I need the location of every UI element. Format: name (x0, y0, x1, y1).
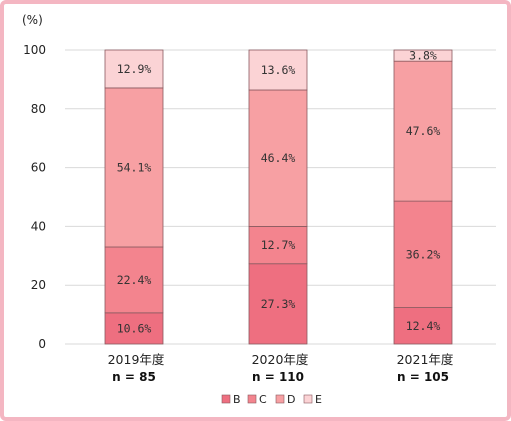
bar-segment-b (104, 312, 164, 345)
data-label: 46.4% (261, 151, 296, 165)
x-category-label: 2019年度 (108, 352, 165, 367)
y-tick-label: 60 (31, 161, 46, 175)
legend-label-e: E (315, 393, 322, 406)
legend-swatch-b (221, 394, 231, 404)
legend-swatch-c (247, 394, 257, 404)
sample-size-label: n = 110 (252, 370, 304, 384)
data-label: 27.3% (261, 297, 296, 311)
legend-swatch-e (303, 394, 313, 404)
y-axis: 0 20 40 60 80 100 (23, 43, 46, 351)
bars: 10.6% 22.4% 54.1% 12.9% 27.3% 12.7% 46.4% 13.6%… (104, 49, 453, 345)
data-label: 12.4% (406, 319, 441, 333)
sample-size-label: n = 85 (112, 370, 156, 384)
unit-label: (%) (22, 13, 43, 27)
y-tick-label: 0 (38, 337, 46, 351)
y-tick-label: 100 (23, 43, 46, 57)
bar-segment-d (248, 89, 308, 227)
bar-segment-b (393, 307, 453, 345)
x-category-label: 2020年度 (252, 352, 309, 367)
bar-segment-e (104, 49, 164, 89)
bar-segment-d (393, 60, 453, 202)
legend-label-d: D (287, 393, 295, 406)
x-axis: 2019年度 n = 85 2020年度 n = 110 2021年度 n = 105 (108, 352, 454, 384)
data-label: 54.1% (117, 160, 152, 174)
data-label: 12.9% (117, 62, 152, 76)
bar-segment-e (393, 49, 453, 62)
y-tick-label: 40 (31, 219, 46, 233)
y-tick-label: 20 (31, 278, 46, 292)
y-tick-label: 80 (31, 102, 46, 116)
x-category-label: 2021年度 (397, 352, 454, 367)
sample-size-label: n = 105 (397, 370, 449, 384)
bar-segment-b (248, 263, 308, 345)
legend-label-c: C (259, 393, 267, 406)
bar-segment-c (104, 246, 164, 314)
bar-segment-e (248, 49, 308, 91)
legend: B C D E (221, 393, 322, 406)
data-label: 3.8% (409, 49, 437, 63)
bar-segment-c (393, 200, 453, 308)
data-label: 13.6% (261, 63, 296, 77)
legend-swatch-d (275, 394, 285, 404)
data-label: 10.6% (117, 321, 152, 335)
data-label: 12.7% (261, 238, 296, 252)
data-label: 47.6% (406, 124, 441, 138)
bar-segment-c (248, 225, 308, 265)
data-label: 22.4% (117, 273, 152, 287)
data-label: 36.2% (406, 247, 441, 261)
legend-label-b: B (233, 393, 241, 406)
